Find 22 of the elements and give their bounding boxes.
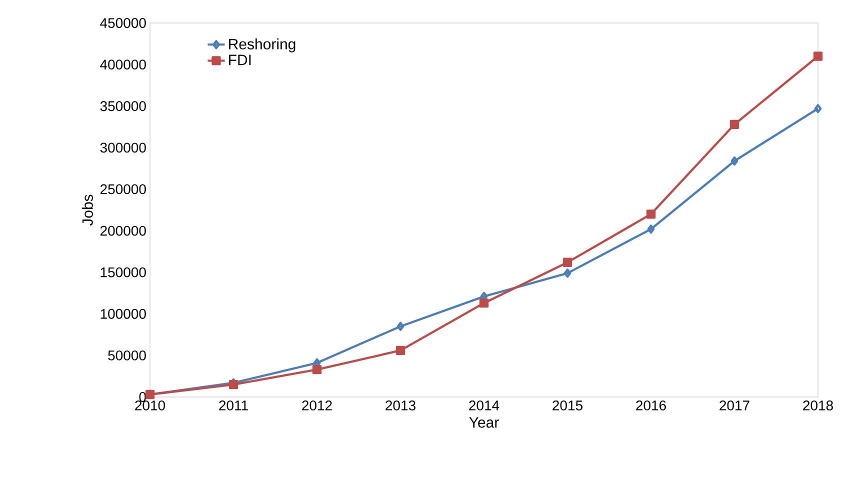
y-tick-label: 200000 <box>100 226 146 236</box>
x-tick-label: 2014 <box>469 400 500 410</box>
legend-label: FDI <box>229 54 251 66</box>
legend-label: Reshoring <box>229 38 296 52</box>
y-tick-label: 50000 <box>108 350 146 360</box>
x-tick-label: 2010 <box>135 400 166 410</box>
y-tick-label: 250000 <box>100 184 146 194</box>
x-tick-label: 2011 <box>219 400 248 410</box>
y-tick-label: 100000 <box>100 308 146 319</box>
y-tick-label: 150000 <box>100 267 146 278</box>
x-tick-label: 2013 <box>386 400 416 410</box>
x-axis-title: Year <box>469 417 499 428</box>
y-tick-label: 350000 <box>100 101 146 112</box>
x-tick-label: 2018 <box>803 400 833 410</box>
y-tick-label: 300000 <box>100 142 146 153</box>
x-tick-label: 2017 <box>720 400 750 410</box>
y-tick-label: 450000 <box>100 18 146 28</box>
x-tick-label: 2016 <box>636 400 666 410</box>
y-tick-label: 400000 <box>100 60 146 70</box>
x-tick-label: 2015 <box>552 400 582 410</box>
y-axis-title: Jobs <box>82 194 93 226</box>
x-tick-label: 2012 <box>302 400 332 410</box>
